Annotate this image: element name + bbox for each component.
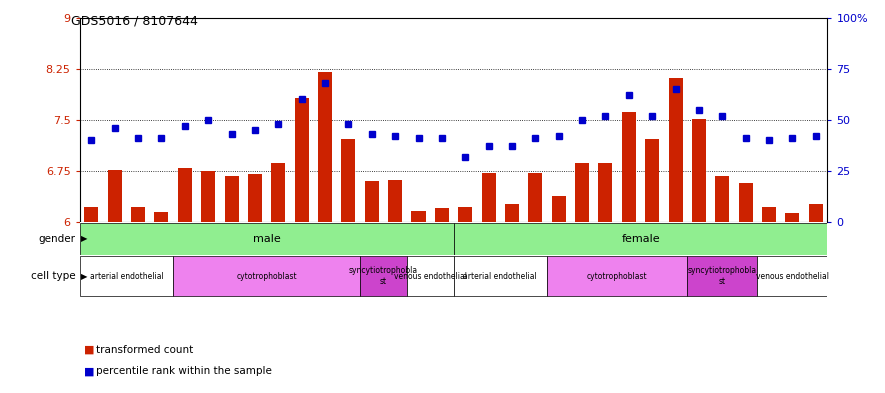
Text: cytotrophoblast: cytotrophoblast xyxy=(236,272,297,281)
Text: percentile rank within the sample: percentile rank within the sample xyxy=(96,366,272,376)
Bar xyxy=(365,181,379,222)
Bar xyxy=(715,176,729,222)
Bar xyxy=(435,208,449,222)
Text: ■: ■ xyxy=(84,366,95,376)
Text: male: male xyxy=(253,234,281,244)
Bar xyxy=(692,119,706,222)
Text: venous endothelial: venous endothelial xyxy=(394,272,466,281)
Bar xyxy=(389,180,402,222)
Bar xyxy=(785,213,799,222)
Bar xyxy=(458,207,473,222)
Text: ▶: ▶ xyxy=(81,234,87,243)
Text: ▶: ▶ xyxy=(81,272,87,281)
Bar xyxy=(668,78,682,222)
Text: arterial endothelial: arterial endothelial xyxy=(464,272,537,281)
Bar xyxy=(80,223,453,255)
Bar xyxy=(407,256,453,296)
Bar xyxy=(248,174,262,222)
Bar xyxy=(551,196,566,222)
Bar xyxy=(505,204,519,222)
Bar xyxy=(84,207,98,222)
Text: cytotrophoblast: cytotrophoblast xyxy=(587,272,648,281)
Text: syncytiotrophobla
st: syncytiotrophobla st xyxy=(349,266,418,286)
Bar xyxy=(178,167,192,222)
Bar xyxy=(739,182,752,222)
Text: ■: ■ xyxy=(84,345,95,355)
Bar xyxy=(80,256,173,296)
Text: cell type: cell type xyxy=(31,271,75,281)
Bar xyxy=(762,207,776,222)
Bar xyxy=(201,171,215,222)
Bar xyxy=(688,256,758,296)
Bar xyxy=(342,139,356,222)
Bar xyxy=(809,204,823,222)
Bar xyxy=(528,173,543,222)
Bar xyxy=(412,211,426,222)
Bar xyxy=(272,163,285,222)
Text: gender: gender xyxy=(38,234,75,244)
Bar xyxy=(622,112,635,222)
Bar xyxy=(360,256,407,296)
Bar xyxy=(453,223,827,255)
Bar xyxy=(547,256,688,296)
Bar xyxy=(645,139,659,222)
Text: female: female xyxy=(621,234,660,244)
Bar xyxy=(598,163,612,222)
Bar xyxy=(173,256,360,296)
Bar xyxy=(108,170,122,222)
Bar xyxy=(758,256,827,296)
Text: venous endothelial: venous endothelial xyxy=(756,272,829,281)
Bar xyxy=(155,212,168,222)
Bar xyxy=(481,173,496,222)
Text: GDS5016 / 8107644: GDS5016 / 8107644 xyxy=(71,15,197,28)
Bar xyxy=(575,163,589,222)
Bar xyxy=(225,176,239,222)
Text: arterial endothelial: arterial endothelial xyxy=(89,272,163,281)
Bar xyxy=(318,72,332,222)
Text: syncytiotrophobla
st: syncytiotrophobla st xyxy=(688,266,757,286)
Text: transformed count: transformed count xyxy=(96,345,193,355)
Bar xyxy=(131,207,145,222)
Bar xyxy=(453,256,547,296)
Bar xyxy=(295,98,309,222)
